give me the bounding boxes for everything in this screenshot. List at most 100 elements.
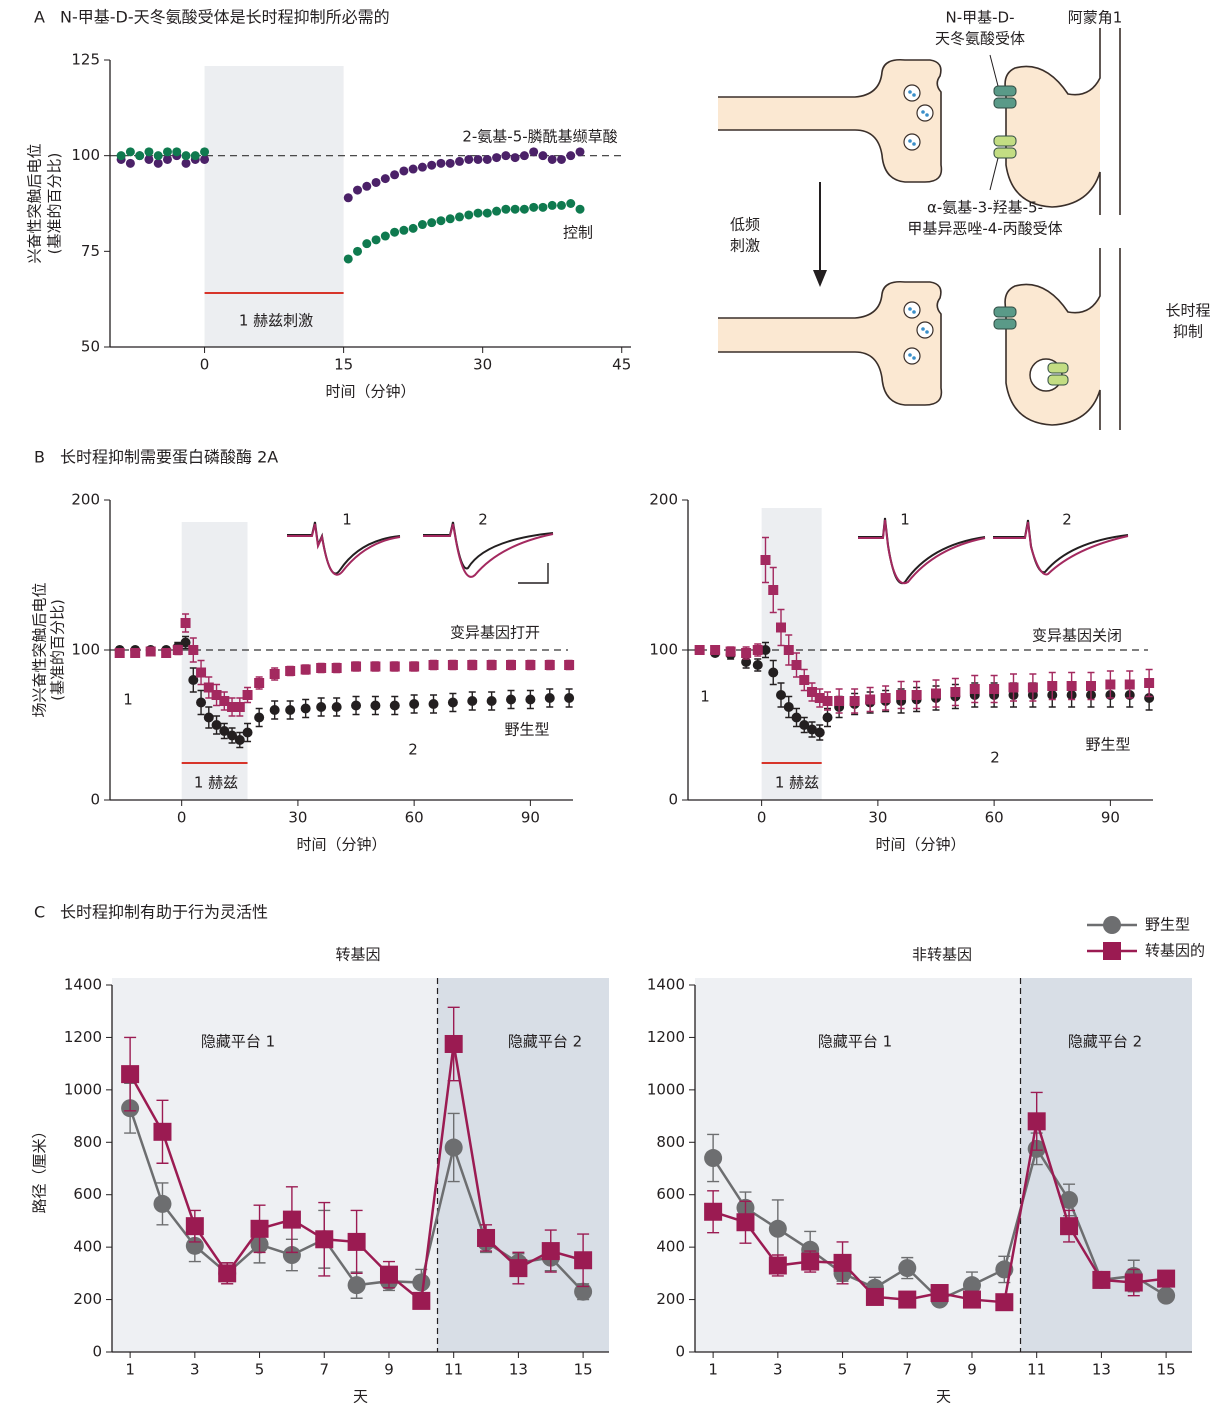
data-point xyxy=(144,147,153,156)
x-tick-label: 5 xyxy=(838,1361,848,1379)
x-tick-label: 30 xyxy=(473,356,492,374)
x-tick-label: 9 xyxy=(967,1361,977,1379)
data-point xyxy=(529,147,538,156)
data-point xyxy=(196,698,206,708)
series-label: 2-氨基-5-膦酰基缬草酸 xyxy=(462,128,617,146)
panel-letter: A xyxy=(34,8,45,27)
panel-title: 长时程抑制需要蛋白磷酸酶 2A xyxy=(60,448,278,467)
y-axis-label: (基准的百分比) xyxy=(46,153,64,255)
data-point xyxy=(161,648,171,658)
x-tick-label: 30 xyxy=(288,809,307,827)
data-point xyxy=(799,675,809,685)
x-tick-label: 7 xyxy=(902,1361,912,1379)
series-label: 变异基因打开 xyxy=(450,624,540,642)
data-point xyxy=(753,660,763,670)
data-point xyxy=(370,701,380,711)
y-tick-label: 100 xyxy=(71,641,100,659)
data-point xyxy=(446,159,455,168)
data-point xyxy=(761,555,771,565)
data-point xyxy=(235,735,245,745)
data-point xyxy=(538,151,547,160)
y-tick-label: 0 xyxy=(92,1343,102,1361)
data-point xyxy=(963,1291,981,1309)
data-point xyxy=(316,663,326,673)
data-point xyxy=(736,1213,754,1231)
data-point xyxy=(501,205,510,214)
data-point xyxy=(344,193,353,202)
data-point xyxy=(776,690,786,700)
data-point xyxy=(399,226,408,235)
data-point xyxy=(390,170,399,179)
data-point xyxy=(172,147,181,156)
data-point xyxy=(557,155,566,164)
data-point xyxy=(186,1217,204,1235)
data-point xyxy=(511,153,520,162)
data-point xyxy=(564,693,574,703)
data-point xyxy=(390,662,400,672)
panel-title: N-甲基-D-天冬氨酸受体是长时程抑制所必需的 xyxy=(60,8,390,27)
x-axis-label: 时间（分钟） xyxy=(296,836,386,854)
y-tick-label: 200 xyxy=(656,1290,685,1308)
series-label: 变异基因关闭 xyxy=(1032,627,1122,645)
data-point xyxy=(121,1065,139,1083)
x-tick-label: 1 xyxy=(125,1361,135,1379)
data-point xyxy=(506,660,516,670)
data-point xyxy=(130,648,140,658)
data-point xyxy=(446,214,455,223)
data-point xyxy=(576,205,585,214)
data-point xyxy=(792,713,802,723)
data-point xyxy=(492,153,501,162)
data-point xyxy=(153,1195,171,1213)
chart-subtitle: 非转基因 xyxy=(912,946,972,964)
data-point xyxy=(418,220,427,229)
stimulus-label: 低频 xyxy=(730,216,760,234)
data-point xyxy=(704,1203,722,1221)
data-point xyxy=(881,693,891,703)
x-tick-label: 90 xyxy=(1101,809,1120,827)
data-point xyxy=(548,155,557,164)
data-point xyxy=(950,687,960,697)
data-point xyxy=(200,155,209,164)
inset-label: 1 xyxy=(900,511,910,529)
data-point xyxy=(542,1242,560,1260)
y-tick-label: 50 xyxy=(81,338,100,356)
data-point xyxy=(270,705,280,715)
data-point xyxy=(710,645,720,655)
data-point xyxy=(243,728,253,738)
data-point xyxy=(989,684,999,694)
data-point xyxy=(850,696,860,706)
annotation: 隐藏平台 2 xyxy=(1068,1033,1142,1051)
data-point xyxy=(427,161,436,170)
data-point xyxy=(801,1253,819,1271)
series-label: 野生型 xyxy=(504,721,549,739)
data-point xyxy=(501,151,510,160)
data-point xyxy=(566,199,575,208)
data-point xyxy=(254,713,264,723)
data-point xyxy=(436,216,445,225)
x-axis-label: 时间（分钟） xyxy=(325,383,415,401)
data-point xyxy=(362,182,371,191)
y-tick-label: 100 xyxy=(71,146,100,164)
data-point xyxy=(1067,681,1077,691)
stimulus-label: 刺激 xyxy=(730,237,760,255)
data-point xyxy=(487,696,497,706)
y-tick-label: 1200 xyxy=(64,1028,102,1046)
data-point xyxy=(467,696,477,706)
data-point xyxy=(970,684,980,694)
data-point xyxy=(525,660,535,670)
data-point xyxy=(1028,1112,1046,1130)
data-point xyxy=(412,1292,430,1310)
annotation: 2 xyxy=(408,741,418,759)
data-point xyxy=(548,201,557,210)
panel-letter: C xyxy=(34,903,45,922)
data-point xyxy=(564,660,574,670)
data-point xyxy=(154,151,163,160)
data-point xyxy=(235,702,245,712)
data-point xyxy=(163,147,172,156)
data-point xyxy=(135,151,144,160)
data-point xyxy=(520,205,529,214)
data-point xyxy=(372,235,381,244)
data-point xyxy=(834,1254,852,1272)
data-point xyxy=(344,254,353,263)
data-point xyxy=(409,165,418,174)
